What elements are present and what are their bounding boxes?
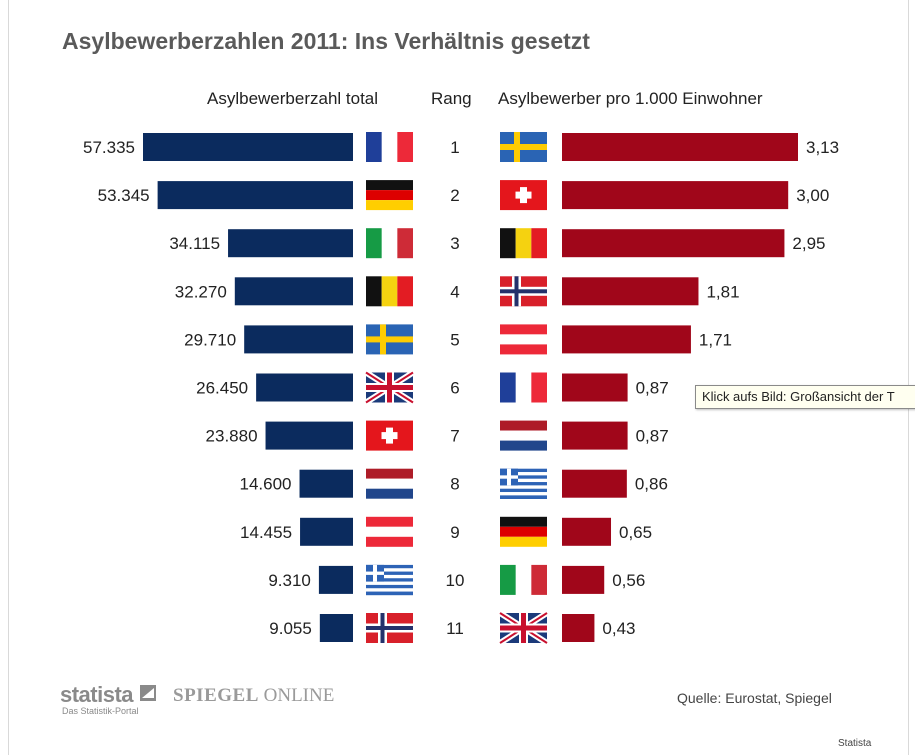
total-bar bbox=[318, 565, 353, 594]
flag-norway-icon bbox=[366, 613, 413, 643]
total-value-label: 9.055 bbox=[269, 619, 312, 638]
per-1000-value-label: 1,81 bbox=[706, 282, 739, 301]
flag-netherlands-icon bbox=[500, 420, 547, 451]
total-bar bbox=[299, 469, 353, 498]
total-bar bbox=[256, 373, 353, 402]
rank-label: 10 bbox=[446, 571, 465, 590]
per-1000-value-label: 3,13 bbox=[806, 138, 839, 157]
per-1000-value-label: 0,87 bbox=[636, 427, 669, 446]
total-bar bbox=[300, 517, 353, 546]
flag-belgium-icon bbox=[366, 276, 413, 307]
spiegel-logo-online: ONLINE bbox=[258, 685, 335, 706]
flag-greece-icon bbox=[500, 468, 547, 499]
per-1000-value-label: 0,65 bbox=[619, 523, 652, 542]
per-1000-bar bbox=[562, 373, 628, 402]
tooltip: Klick aufs Bild: Großansicht der T bbox=[695, 385, 915, 409]
per-1000-bar bbox=[562, 469, 627, 498]
rank-label: 3 bbox=[450, 234, 459, 253]
flag-austria-icon bbox=[366, 516, 413, 547]
rank-label: 7 bbox=[450, 427, 459, 446]
chart-card bbox=[8, 0, 909, 755]
rank-label: 11 bbox=[446, 619, 464, 638]
flag-switzerland-icon bbox=[500, 180, 547, 211]
total-bar bbox=[228, 229, 353, 258]
per-1000-value-label: 0,86 bbox=[635, 475, 668, 494]
total-bar bbox=[143, 133, 353, 161]
rank-label: 4 bbox=[450, 282, 459, 301]
statista-logo: statista Das Statistik-Portal bbox=[60, 682, 156, 716]
statista-logo-icon bbox=[139, 685, 156, 701]
spiegel-online-logo: SPIEGEL ONLINE bbox=[173, 685, 334, 707]
per-1000-value-label: 0,87 bbox=[636, 379, 669, 398]
per-1000-value-label: 1,71 bbox=[699, 330, 732, 349]
flag-norway-icon bbox=[500, 276, 547, 307]
chart-title: Asylbewerberzahlen 2011: Ins Verhältnis … bbox=[62, 28, 590, 54]
per-1000-value-label: 3,00 bbox=[796, 186, 829, 205]
total-value-label: 14.455 bbox=[240, 523, 292, 542]
per-1000-bar bbox=[562, 181, 789, 210]
flag-germany-icon bbox=[500, 516, 547, 547]
total-value-label: 26.450 bbox=[196, 379, 248, 398]
total-value-label: 14.600 bbox=[240, 475, 292, 494]
flag-france-icon bbox=[500, 372, 547, 403]
flag-switzerland-icon bbox=[366, 420, 413, 451]
flag-austria-icon bbox=[500, 324, 547, 355]
flag-italy-icon bbox=[366, 228, 413, 259]
flag-greece-icon bbox=[366, 564, 413, 596]
flag-sweden-icon bbox=[500, 132, 547, 162]
per-1000-bar bbox=[562, 325, 691, 354]
per-1000-bar bbox=[562, 614, 595, 642]
total-value-label: 23.880 bbox=[206, 427, 258, 446]
flag-sweden-icon bbox=[366, 324, 413, 355]
total-bar bbox=[157, 181, 353, 210]
flag-netherlands-icon bbox=[366, 468, 413, 499]
rank-label: 8 bbox=[450, 475, 459, 494]
per-1000-value-label: 2,95 bbox=[792, 234, 825, 253]
total-value-label: 9.310 bbox=[268, 571, 311, 590]
per-1000-bar bbox=[562, 421, 628, 450]
total-value-label: 34.115 bbox=[169, 234, 220, 253]
header-total: Asylbewerberzahl total bbox=[207, 89, 379, 108]
flag-uk-icon bbox=[498, 610, 549, 646]
per-1000-value-label: 0,56 bbox=[612, 571, 645, 590]
flag-uk-icon bbox=[364, 369, 415, 406]
total-bar bbox=[265, 421, 353, 450]
spiegel-logo-bold: SPIEGEL bbox=[173, 685, 259, 706]
per-1000-bar bbox=[562, 229, 785, 258]
statista-logo-subtitle: Das Statistik-Portal bbox=[62, 706, 139, 716]
flag-belgium-icon bbox=[500, 228, 547, 259]
total-value-label: 32.270 bbox=[175, 282, 227, 301]
total-value-label: 57.335 bbox=[83, 138, 135, 157]
header-rank: Rang bbox=[431, 89, 472, 108]
total-value-label: 53.345 bbox=[98, 186, 150, 205]
per-1000-bar bbox=[562, 277, 699, 306]
source-note: Quelle: Eurostat, Spiegel bbox=[677, 690, 832, 706]
per-1000-bar bbox=[562, 517, 612, 546]
total-bar bbox=[244, 325, 353, 354]
flag-germany-icon bbox=[366, 180, 413, 211]
rank-label: 1 bbox=[450, 138, 459, 157]
rank-label: 9 bbox=[450, 523, 459, 542]
statista-credit: Statista bbox=[838, 738, 872, 749]
rank-label: 6 bbox=[450, 379, 459, 398]
header-per-1000: Asylbewerber pro 1.000 Einwohner bbox=[498, 89, 763, 108]
total-bar bbox=[319, 614, 353, 642]
rank-label: 2 bbox=[450, 186, 459, 205]
per-1000-value-label: 0,43 bbox=[602, 619, 635, 638]
rank-label: 5 bbox=[450, 330, 459, 349]
statista-logo-text: statista bbox=[60, 682, 134, 707]
flag-france-icon bbox=[366, 132, 413, 162]
total-value-label: 29.710 bbox=[184, 330, 236, 349]
total-bar bbox=[234, 277, 353, 306]
flag-italy-icon bbox=[500, 564, 547, 595]
per-1000-bar bbox=[562, 565, 605, 594]
per-1000-bar bbox=[562, 133, 798, 161]
